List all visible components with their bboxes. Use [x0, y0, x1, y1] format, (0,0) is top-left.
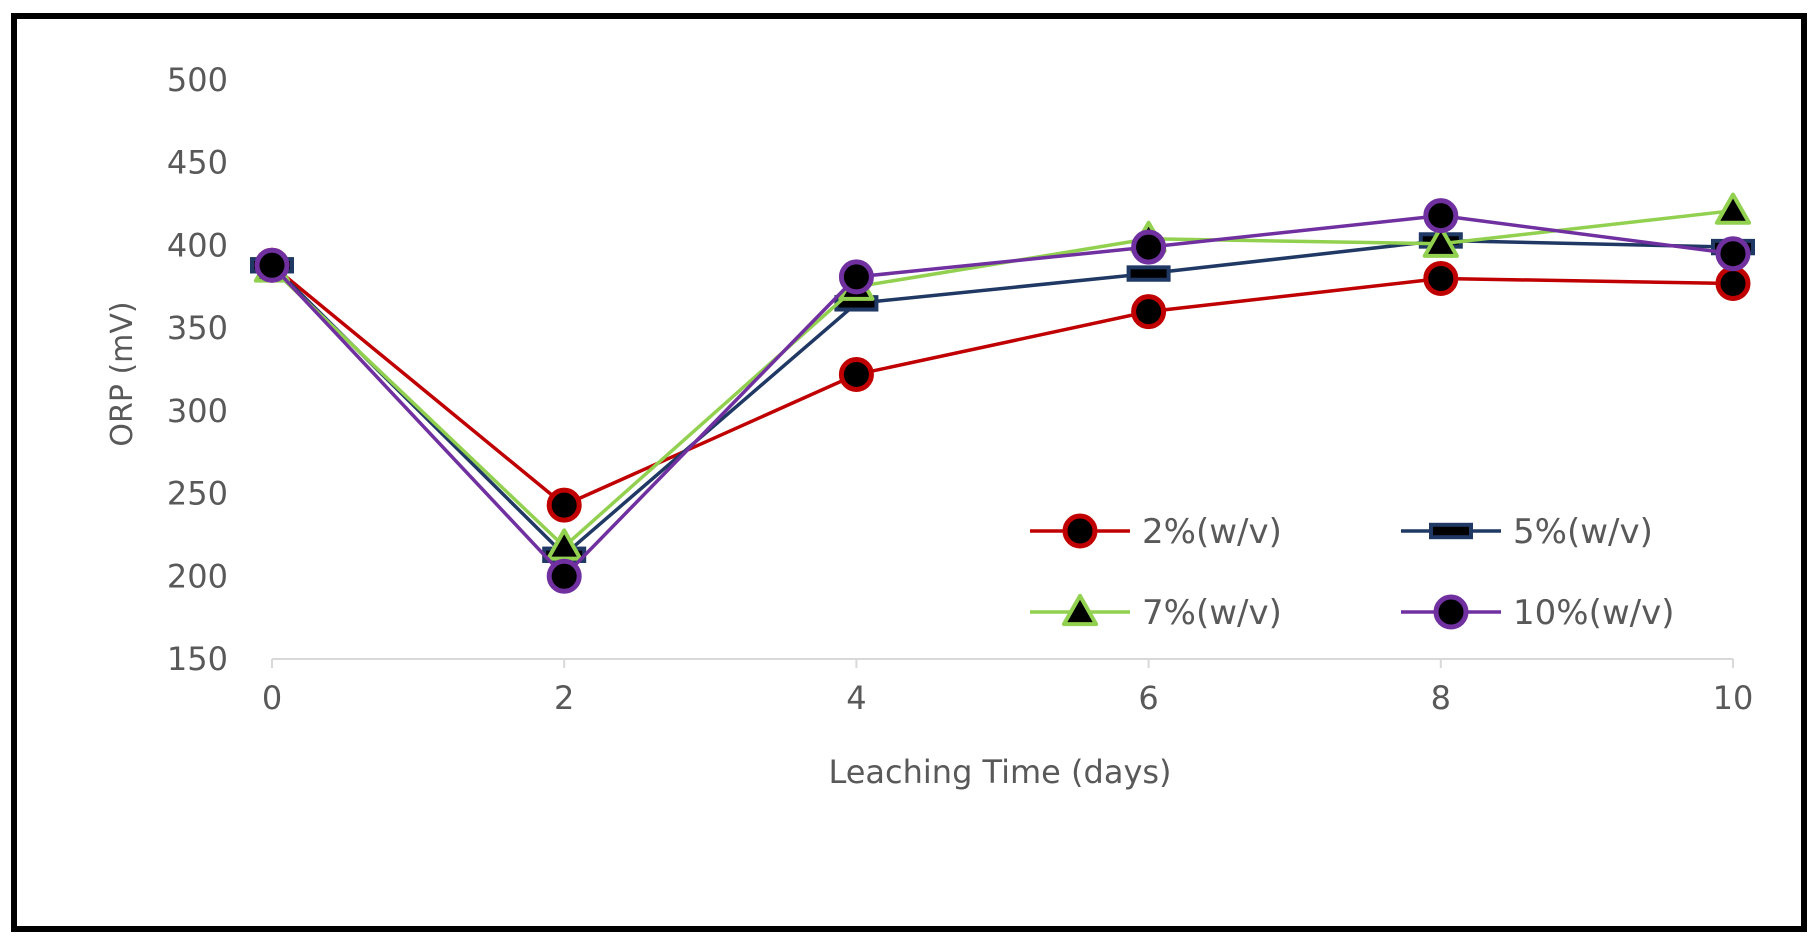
- y-tick-label: 250: [167, 475, 228, 513]
- data-point: [1714, 192, 1752, 225]
- y-axis-label: ORP (mV): [105, 301, 140, 446]
- x-tick-label: 0: [262, 679, 282, 717]
- series-line: [270, 263, 1734, 507]
- legend-entry: 2%(w/v): [1030, 512, 1282, 552]
- data-point: [1422, 225, 1459, 258]
- legend-entry: 7%(w/v): [1030, 593, 1282, 633]
- legend-marker: [1061, 593, 1099, 627]
- outer-frame: [11, 13, 1807, 932]
- data-point: [1423, 261, 1459, 297]
- legend-marker: [1062, 513, 1098, 549]
- series-line: [270, 238, 1734, 557]
- y-tick-label: 200: [167, 557, 228, 595]
- data-point: [1131, 294, 1167, 330]
- y-tick-label: 450: [167, 144, 228, 182]
- x-tick-label: 2: [554, 679, 574, 717]
- data-point: [1715, 265, 1751, 301]
- axes: 0 2 4 6 8 10 150 200 250 300 350 400 450 500: [167, 61, 1753, 717]
- data-point: [546, 558, 582, 594]
- x-tick-label: 6: [1138, 679, 1158, 717]
- data-point: [838, 356, 874, 392]
- y-tick-label: 500: [167, 61, 228, 99]
- data-point: [1126, 265, 1171, 282]
- data-point: [546, 487, 582, 523]
- series-10%(w/v): [254, 198, 1751, 594]
- legend-label: 7%(w/v): [1142, 593, 1282, 633]
- legend: 2%(w/v) 5%(w/v) 7%(w/v) 10%(w/v): [1030, 512, 1674, 633]
- y-tick-label: 300: [167, 392, 228, 430]
- x-tick-label: 10: [1713, 679, 1754, 717]
- x-tick-label: 4: [846, 679, 866, 717]
- y-tick-label: 400: [167, 226, 228, 264]
- data-point: [546, 528, 583, 561]
- data-point: [254, 247, 290, 283]
- legend-label: 5%(w/v): [1513, 512, 1653, 552]
- legend-label: 2%(w/v): [1142, 512, 1282, 552]
- legend-marker: [1429, 522, 1473, 540]
- y-tick-label: 350: [167, 309, 228, 347]
- data-point: [838, 259, 874, 295]
- y-tick-label: 150: [167, 640, 228, 678]
- data-point: [1131, 229, 1167, 265]
- legend-label: 10%(w/v): [1513, 593, 1674, 633]
- data-point: [1423, 198, 1459, 234]
- legend-marker: [1433, 594, 1469, 630]
- data-point: [1715, 236, 1751, 272]
- legend-entry: 5%(w/v): [1401, 512, 1653, 552]
- x-axis-label: Leaching Time (days): [828, 753, 1171, 791]
- x-tick-label: 8: [1431, 679, 1451, 717]
- series-lines: [250, 192, 1755, 594]
- series-line: [270, 213, 1734, 579]
- legend-entry: 10%(w/v): [1401, 593, 1674, 633]
